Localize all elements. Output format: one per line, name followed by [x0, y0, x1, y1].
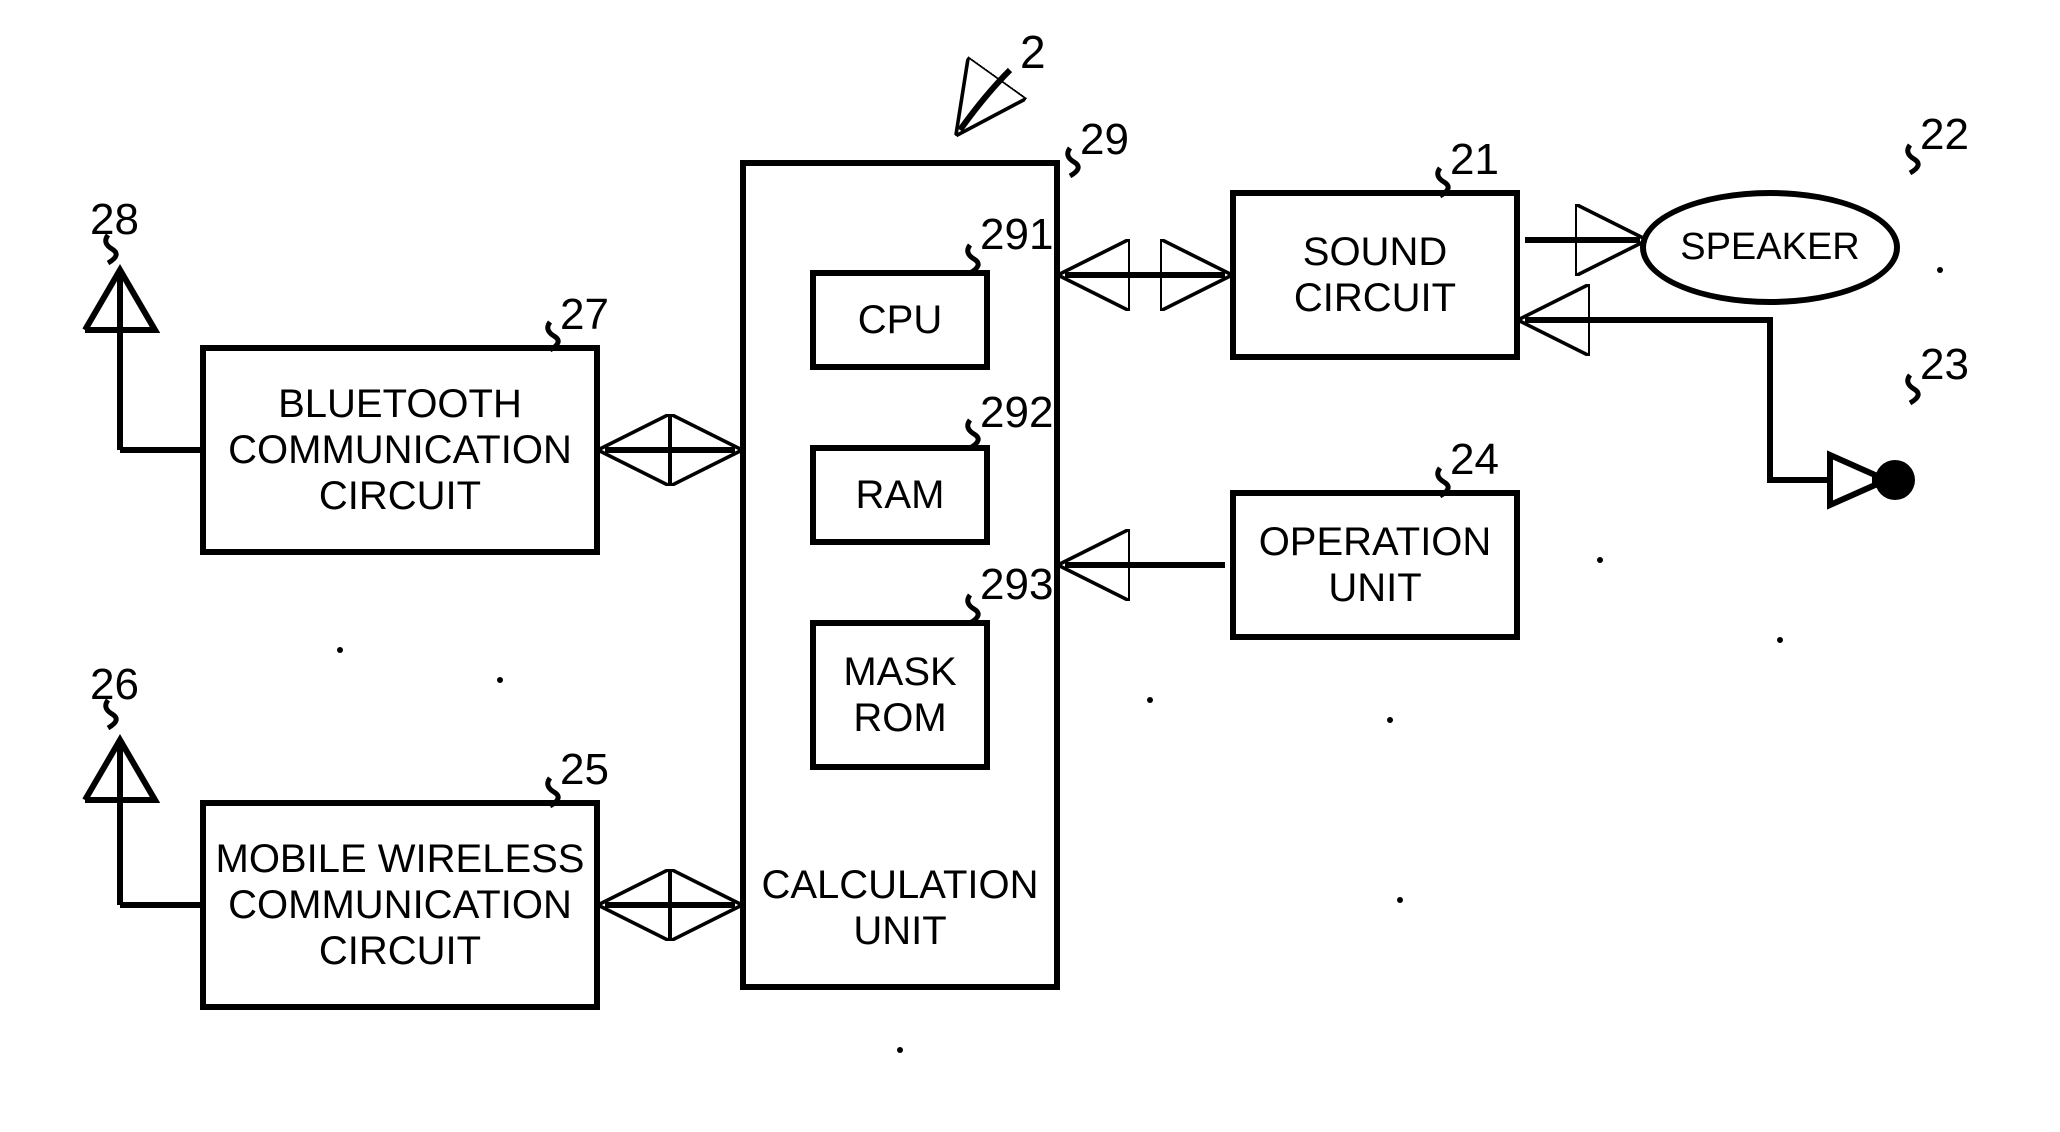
antenna-top-icon — [85, 270, 200, 450]
ref-292: 292 — [980, 388, 1053, 438]
sound-label: SOUNDCIRCUIT — [1294, 229, 1456, 321]
bluetooth-label: BLUETOOTHCOMMUNICATIONCIRCUIT — [228, 381, 572, 519]
ref-21: 21 — [1450, 135, 1499, 185]
antenna-bottom-icon — [85, 740, 200, 905]
maskrom-label: MASKROM — [843, 649, 956, 741]
calc-unit-label: CALCULATIONUNIT — [761, 862, 1038, 954]
ref-28: 28 — [90, 195, 139, 245]
ref-29: 29 — [1080, 115, 1129, 165]
mobile-label: MOBILE WIRELESSCOMMUNICATIONCIRCUIT — [216, 836, 585, 974]
ref-24: 24 — [1450, 435, 1499, 485]
ref-27: 27 — [560, 290, 609, 340]
operation-unit-block: OPERATIONUNIT — [1230, 490, 1520, 640]
cpu-block: CPU — [810, 270, 990, 370]
operation-label: OPERATIONUNIT — [1259, 519, 1492, 611]
ref-23: 23 — [1920, 340, 1969, 390]
ram-block: RAM — [810, 445, 990, 545]
mobile-wireless-block: MOBILE WIRELESSCOMMUNICATIONCIRCUIT — [200, 800, 600, 1010]
speaker-block: SPEAKER — [1640, 190, 1900, 305]
ref-25: 25 — [560, 745, 609, 795]
ref-26: 26 — [90, 660, 139, 710]
cpu-label: CPU — [858, 297, 942, 343]
sound-circuit-block: SOUNDCIRCUIT — [1230, 190, 1520, 360]
ref-291: 291 — [980, 210, 1053, 260]
ref-293: 293 — [980, 560, 1053, 610]
bluetooth-block: BLUETOOTHCOMMUNICATIONCIRCUIT — [200, 345, 600, 555]
speaker-label: SPEAKER — [1680, 226, 1860, 270]
ram-label: RAM — [856, 472, 945, 518]
ref-22: 22 — [1920, 110, 1969, 160]
ref-main: 2 — [1020, 25, 1046, 79]
microphone-icon — [1830, 455, 1915, 505]
maskrom-block: MASKROM — [810, 620, 990, 770]
